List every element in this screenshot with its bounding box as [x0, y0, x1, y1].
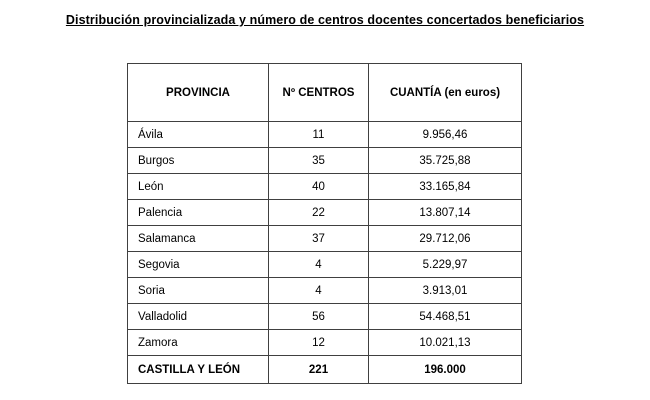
- table-row: Zamora 12 10.021,13: [127, 329, 522, 356]
- total-cuantia: 196.000: [368, 355, 522, 384]
- cell-centros: 12: [268, 329, 369, 356]
- beneficiaries-table: PROVINCIA Nº CENTROS CUANTÍA (en euros) …: [127, 63, 522, 384]
- table-row: Valladolid 56 54.468,51: [127, 303, 522, 330]
- cell-provincia: Palencia: [127, 199, 269, 226]
- cell-provincia: Segovia: [127, 251, 269, 278]
- cell-centros: 22: [268, 199, 369, 226]
- page-title: Distribución provincializada y número de…: [65, 13, 585, 27]
- cell-cuantia: 3.913,01: [368, 277, 522, 304]
- cell-provincia: Burgos: [127, 147, 269, 174]
- table-row: Soria 4 3.913,01: [127, 277, 522, 304]
- cell-cuantia: 5.229,97: [368, 251, 522, 278]
- cell-provincia: León: [127, 173, 269, 200]
- table-header-row: PROVINCIA Nº CENTROS CUANTÍA (en euros): [127, 63, 522, 122]
- cell-cuantia: 9.956,46: [368, 121, 522, 148]
- cell-cuantia: 33.165,84: [368, 173, 522, 200]
- header-provincia: PROVINCIA: [127, 63, 269, 122]
- cell-provincia: Salamanca: [127, 225, 269, 252]
- cell-cuantia: 13.807,14: [368, 199, 522, 226]
- cell-centros: 56: [268, 303, 369, 330]
- table-row: León 40 33.165,84: [127, 173, 522, 200]
- cell-cuantia: 29.712,06: [368, 225, 522, 252]
- total-centros: 221: [268, 355, 369, 384]
- cell-centros: 4: [268, 277, 369, 304]
- cell-centros: 37: [268, 225, 369, 252]
- cell-centros: 4: [268, 251, 369, 278]
- cell-centros: 35: [268, 147, 369, 174]
- cell-provincia: Zamora: [127, 329, 269, 356]
- table-total-row: CASTILLA Y LEÓN 221 196.000: [127, 355, 522, 384]
- cell-centros: 40: [268, 173, 369, 200]
- table-row: Salamanca 37 29.712,06: [127, 225, 522, 252]
- cell-centros: 11: [268, 121, 369, 148]
- cell-cuantia: 10.021,13: [368, 329, 522, 356]
- table-row: Palencia 22 13.807,14: [127, 199, 522, 226]
- table-row: Burgos 35 35.725,88: [127, 147, 522, 174]
- header-num-centros: Nº CENTROS: [268, 63, 369, 122]
- cell-provincia: Valladolid: [127, 303, 269, 330]
- total-provincia: CASTILLA Y LEÓN: [127, 355, 269, 384]
- cell-provincia: Soria: [127, 277, 269, 304]
- cell-cuantia: 35.725,88: [368, 147, 522, 174]
- cell-cuantia: 54.468,51: [368, 303, 522, 330]
- header-cuantia: CUANTÍA (en euros): [368, 63, 522, 122]
- cell-provincia: Ávila: [127, 121, 269, 148]
- table-row: Segovia 4 5.229,97: [127, 251, 522, 278]
- table-row: Ávila 11 9.956,46: [127, 121, 522, 148]
